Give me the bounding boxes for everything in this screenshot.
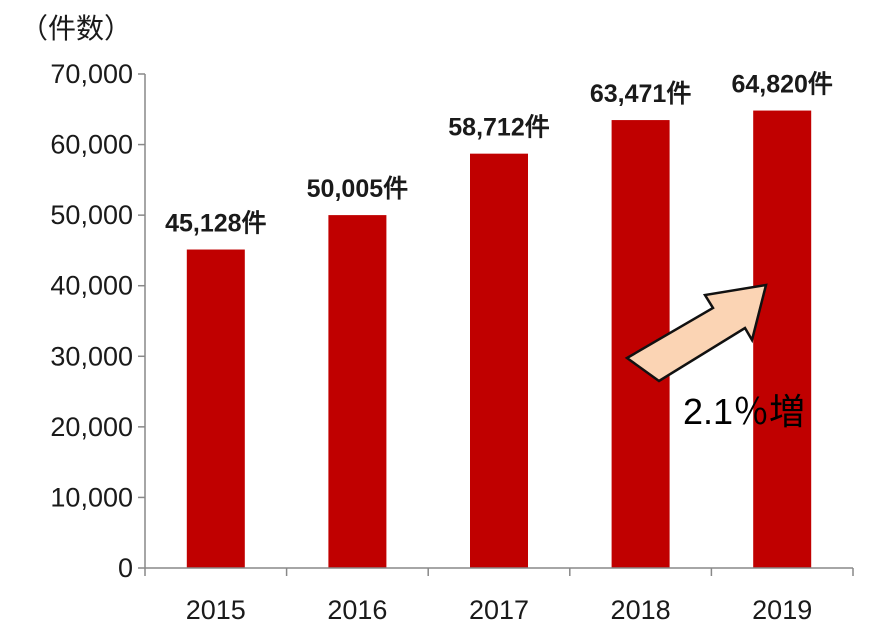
y-axis: 0 10,000 20,000 30,000 40,000 50,000 60,000 70,…: [50, 59, 146, 583]
growth-arrow-icon: [624, 283, 768, 383]
data-label: 50,005件: [307, 175, 408, 203]
x-tick-label: 2017: [469, 595, 529, 625]
data-label: 45,128件: [165, 210, 266, 238]
data-label: 63,471件: [590, 80, 691, 108]
bar: [470, 153, 528, 569]
y-axis-label: （件数）: [20, 13, 132, 44]
x-tick-label: 2016: [327, 595, 387, 625]
y-tick-label: 60,000: [50, 130, 133, 160]
y-tick-label: 30,000: [50, 341, 133, 371]
bar: [328, 215, 387, 568]
data-label: 64,820件: [731, 71, 832, 99]
y-tick-label: 0: [118, 553, 133, 583]
bar-series: [186, 110, 812, 569]
y-tick-label: 50,000: [50, 200, 133, 230]
y-tick-label: 70,000: [50, 59, 133, 89]
y-tick-label: 10,000: [50, 482, 133, 512]
y-tick-label: 40,000: [50, 271, 133, 301]
x-tick-label: 2015: [186, 595, 246, 625]
bar: [186, 249, 245, 568]
y-tick-label: 20,000: [50, 412, 133, 442]
x-axis: 2015 2016 2017 2018 2019: [144, 567, 854, 625]
x-tick-label: 2018: [611, 595, 671, 625]
data-labels: 45,128件 50,005件 58,712件 63,471件 64,820件: [165, 71, 833, 238]
data-label: 58,712件: [448, 114, 549, 142]
x-tick-label: 2019: [752, 595, 812, 625]
growth-annotation: 2.1％増: [683, 391, 805, 432]
bar: [753, 110, 812, 568]
